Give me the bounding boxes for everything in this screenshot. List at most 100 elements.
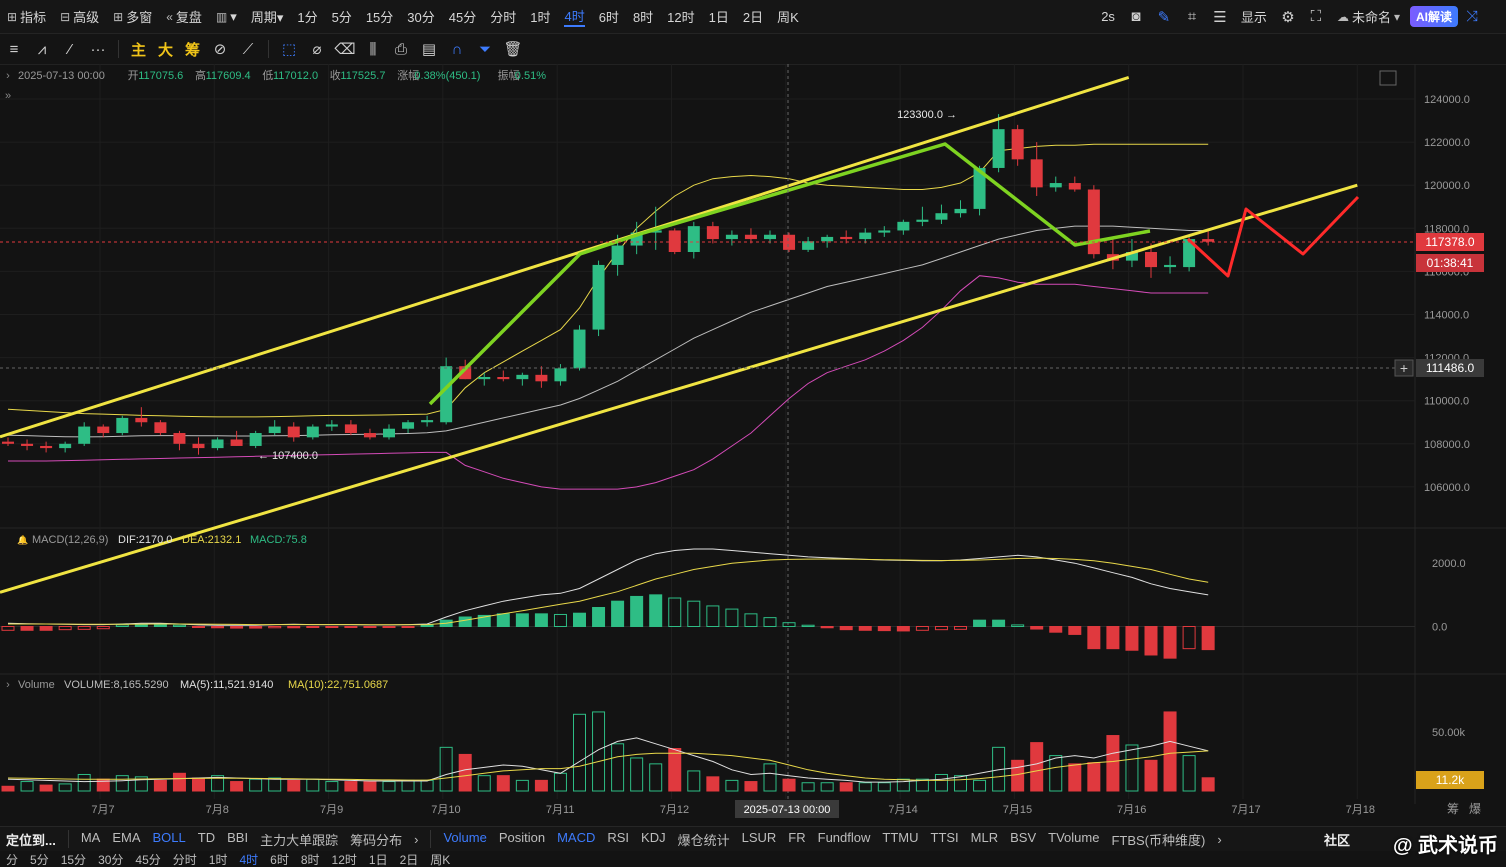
settings-icon[interactable]: ⚙ bbox=[1281, 8, 1295, 26]
candle-body bbox=[1202, 239, 1215, 242]
chevron-right-icon[interactable]: › bbox=[414, 831, 419, 847]
interval-13[interactable]: 周K bbox=[770, 0, 806, 33]
interval-0[interactable]: 1分 bbox=[290, 0, 324, 33]
strip-interval-7[interactable]: 4时 bbox=[239, 852, 259, 867]
refresh-rate[interactable]: 2s bbox=[1101, 9, 1115, 24]
volume-bar bbox=[1068, 763, 1082, 792]
eraser-icon[interactable]: ⌫ bbox=[334, 41, 356, 58]
sub-indicator-1[interactable]: Position bbox=[498, 829, 546, 845]
sub-indicator-2[interactable]: MACD bbox=[557, 829, 596, 845]
strip-interval-6[interactable]: 1时 bbox=[208, 852, 228, 867]
top-item-3[interactable]: «复盘 bbox=[159, 0, 209, 33]
candle-icon[interactable]: ⫼ bbox=[369, 40, 377, 58]
strip-interval-11[interactable]: 1日 bbox=[368, 852, 388, 867]
main-force-button[interactable]: 主 bbox=[130, 41, 146, 59]
interval-3[interactable]: 30分 bbox=[400, 0, 441, 33]
interval-7[interactable]: 4时 bbox=[557, 0, 591, 33]
candle-body bbox=[1087, 189, 1100, 255]
strip-interval-5[interactable]: 分时 bbox=[172, 852, 197, 867]
filter-icon[interactable]: ⏷ bbox=[478, 40, 491, 58]
strip-interval-1[interactable]: 5分 bbox=[30, 852, 49, 867]
sub-indicator-5[interactable]: 爆仓统计 bbox=[677, 832, 730, 848]
interval-6[interactable]: 1时 bbox=[523, 0, 557, 33]
main-indicator-1[interactable]: EMA bbox=[112, 829, 141, 845]
sub-indicator-11[interactable]: MLR bbox=[970, 829, 999, 845]
interval-1[interactable]: 5分 bbox=[325, 0, 359, 33]
strip-interval-2[interactable]: 15分 bbox=[60, 852, 87, 867]
chip-button[interactable]: 筹 bbox=[184, 41, 200, 59]
strip-interval-12[interactable]: 2日 bbox=[399, 852, 419, 867]
pen-icon[interactable]: ✎ bbox=[1157, 8, 1171, 26]
main-indicator-2[interactable]: BOLL bbox=[152, 829, 186, 845]
interval-10[interactable]: 12时 bbox=[660, 0, 701, 33]
strip-interval-8[interactable]: 6时 bbox=[270, 852, 289, 867]
menu-icon[interactable]: ≡ bbox=[9, 40, 19, 58]
community-link[interactable]: 社区 bbox=[1323, 832, 1350, 848]
top-item-2[interactable]: ⊞ 多窗 bbox=[106, 0, 159, 33]
sub-indicator-12[interactable]: BSV bbox=[1010, 829, 1037, 845]
strip-interval-9[interactable]: 8时 bbox=[300, 852, 320, 867]
trendline-icon[interactable]: ⁄ bbox=[68, 40, 72, 58]
more-icon[interactable]: ··· bbox=[90, 40, 106, 58]
main-indicator-0[interactable]: MA bbox=[80, 829, 101, 845]
volume-bar bbox=[58, 783, 72, 792]
strip-interval-10[interactable]: 12时 bbox=[331, 852, 357, 867]
lock-icon[interactable]: ⎙ bbox=[394, 40, 407, 58]
macd-histogram-bar bbox=[172, 624, 186, 628]
crop-icon[interactable]: ⌗ bbox=[1187, 8, 1197, 25]
sub-indicator-4[interactable]: KDJ bbox=[641, 829, 666, 845]
measure-icon[interactable]: ⟋ bbox=[242, 40, 254, 58]
fullscreen-icon[interactable]: ⛶ bbox=[1310, 8, 1322, 25]
interval-4[interactable]: 45分 bbox=[442, 0, 483, 33]
magnet-icon[interactable]: ∩ bbox=[451, 40, 463, 58]
trash-icon[interactable]: 🗑 bbox=[503, 41, 523, 58]
interval-12[interactable]: 2日 bbox=[736, 0, 770, 33]
select-icon[interactable]: ⬚ bbox=[281, 41, 297, 58]
main-indicator-4[interactable]: BBI bbox=[227, 829, 249, 845]
strip-interval-0[interactable]: 分 bbox=[6, 852, 19, 867]
top-item-1[interactable]: ⊟ 高级 bbox=[53, 0, 106, 33]
macd-histogram-bar bbox=[725, 608, 739, 628]
strip-interval-3[interactable]: 30分 bbox=[98, 852, 124, 867]
sub-indicator-14[interactable]: FTBS(币种维度) bbox=[1111, 832, 1206, 848]
green-wave-path bbox=[428, 142, 1151, 406]
display-menu[interactable]: 显示 bbox=[1240, 10, 1267, 25]
main-indicator-5[interactable]: 主力大单跟踪 bbox=[260, 832, 339, 848]
interval-9[interactable]: 8时 bbox=[626, 0, 660, 33]
sub-indicator-6[interactable]: LSUR bbox=[741, 829, 777, 845]
camera-icon[interactable]: ◙ bbox=[1131, 8, 1141, 25]
main-indicator-3[interactable]: TD bbox=[197, 829, 216, 845]
sub-indicator-0[interactable]: Volume bbox=[443, 829, 487, 845]
big-order-button[interactable]: 大 bbox=[157, 41, 173, 59]
kline-chart[interactable]: 124000.0122000.0120000.0118000.0116000.0… bbox=[0, 64, 1506, 826]
sub-indicator-13[interactable]: TVolume bbox=[1048, 829, 1100, 845]
interval-11[interactable]: 1日 bbox=[702, 0, 736, 33]
interval-5[interactable]: 分时 bbox=[483, 0, 523, 33]
main-indicator-6[interactable]: 筹码分布 bbox=[350, 832, 403, 848]
top-item-5[interactable]: 周期▾ bbox=[244, 0, 291, 33]
top-item-4[interactable]: ▥ ▾ bbox=[209, 0, 244, 33]
volume-bar bbox=[306, 778, 320, 792]
top-item-0[interactable]: ⊞ 指标 bbox=[0, 0, 53, 33]
note-icon[interactable]: ▤ bbox=[421, 41, 437, 58]
compare-icon[interactable]: ⊘ bbox=[213, 41, 227, 58]
sub-indicator-7[interactable]: FR bbox=[788, 829, 806, 845]
wave-icon[interactable]: ⩘ bbox=[37, 40, 47, 58]
cloud-layout-menu[interactable]: ☁ 未命名 ▾ bbox=[1330, 0, 1410, 33]
list-icon[interactable]: ☰ bbox=[1213, 8, 1227, 26]
strip-interval-13[interactable]: 周K bbox=[430, 852, 451, 867]
chevron-right-icon[interactable]: › bbox=[1217, 831, 1222, 847]
locate-button[interactable]: 定位到... bbox=[6, 832, 56, 848]
interval-2[interactable]: 15分 bbox=[359, 0, 400, 33]
share-icon[interactable]: ⤨ bbox=[1465, 8, 1478, 25]
interval-8[interactable]: 6时 bbox=[592, 0, 626, 33]
sub-indicator-9[interactable]: TTMU bbox=[882, 829, 919, 845]
macd-histogram-bar bbox=[268, 626, 282, 629]
drawing-toolbar: ≡ ⩘ ⁄ ··· 主 大 筹 ⊘ ⟋ ⬚ ⌀ ⌫ ⫼ ⎙ ▤ ∩ ⏷ 🗑 bbox=[0, 34, 1506, 65]
ai-interpret-button[interactable]: AI解读 bbox=[1409, 6, 1458, 27]
sub-indicator-8[interactable]: Fundflow bbox=[817, 829, 871, 845]
sub-indicator-3[interactable]: RSI bbox=[607, 829, 630, 845]
sub-indicator-10[interactable]: TTSI bbox=[930, 829, 959, 845]
ruler-icon[interactable]: ⌀ bbox=[312, 41, 322, 58]
strip-interval-4[interactable]: 45分 bbox=[135, 852, 161, 867]
